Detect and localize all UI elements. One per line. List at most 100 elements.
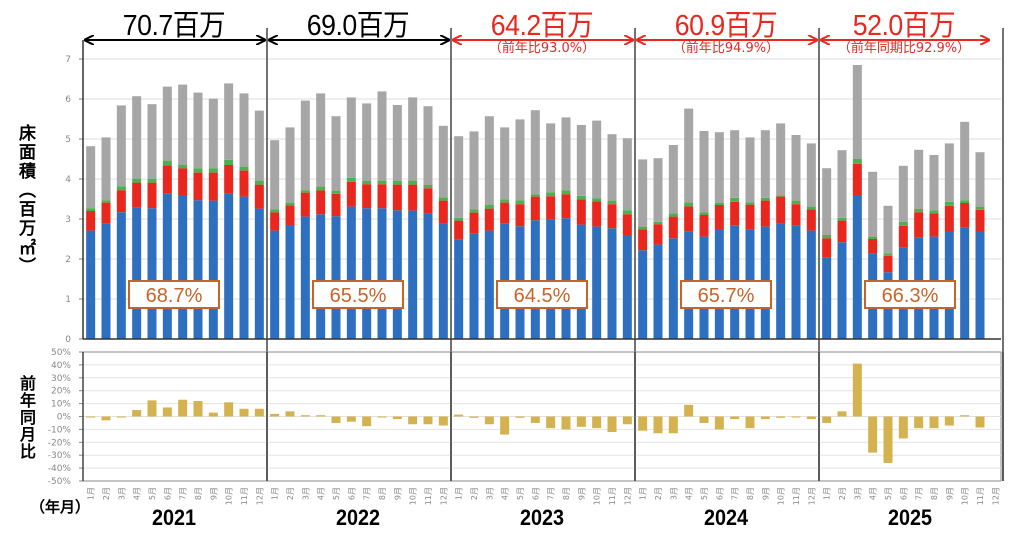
stacked-bar [868,171,878,339]
bar-segment-green [193,168,203,173]
bar-segment-blue [178,195,188,339]
yoy-bar [714,416,724,430]
stacked-bar [638,159,648,339]
bar-segment-red [837,220,847,243]
bar-segment-red [147,182,157,209]
y-tick-label: 50% [51,348,71,358]
x-axis-unit-label: （年月） [30,498,91,516]
bar-segment-green [454,217,464,221]
bar-segment-green [254,180,264,185]
bar-segment-gray [331,116,341,191]
month-tick-label: 8月 [378,487,387,500]
bar-segment-red [622,214,632,235]
bar-segment-red [760,200,770,227]
stacked-bar [622,138,632,339]
yoy-note-2023: （前年比93.0%） [488,41,596,56]
month-tick-label: 2月 [102,487,111,500]
month-tick-label: 5月 [700,487,709,500]
month-tick-label: 2月 [838,487,847,500]
stacked-bar [285,127,295,339]
stacked-bar [960,121,970,339]
bar-segment-red [193,172,203,201]
bar-segment-red [132,182,142,208]
bar-segment-blue [362,208,372,339]
bar-segment-gray [469,131,479,210]
bar-segment-blue [791,225,801,339]
bar-segment-green [469,209,479,213]
month-tick-label: 4月 [133,487,142,500]
month-tick-label: 3月 [669,487,678,500]
bar-segment-blue [822,257,832,339]
yoy-bar [362,416,372,427]
yoy-bar [883,416,893,463]
bar-segment-gray [132,96,142,179]
bar-segment-blue [254,208,264,339]
yoy-note-2025: （前年同期比92.9%） [837,41,971,56]
bar-segment-green [377,180,387,185]
month-tick-label: 7月 [363,487,372,500]
stacked-bar [438,125,448,339]
bar-segment-blue [975,231,985,339]
bar-segment-gray [362,103,372,181]
month-tick-label: 11月 [240,487,249,505]
bar-segment-blue [316,214,326,339]
month-tick-label: 3月 [301,487,310,500]
bar-segment-gray [806,143,816,207]
bar-segment-green [331,191,341,194]
stacked-bar [101,137,111,339]
year-total-2021: 70.7百万 [122,10,226,42]
bar-segment-gray [178,84,188,165]
bar-segment-green [791,200,801,205]
bar-segment-gray [208,98,218,169]
stacked-bar [837,150,847,339]
stacked-bar [423,106,433,339]
yoy-bar [208,412,218,417]
bar-segment-green [484,205,494,209]
bar-segment-blue [423,213,433,339]
bar-segment-red [500,202,510,224]
bar-segment-red [300,192,310,217]
y-tick-label: 5 [65,135,71,145]
bar-segment-blue [86,230,96,339]
bar-segment-blue [806,230,816,339]
bar-segment-blue [638,250,648,339]
yoy-bar [546,416,556,429]
bar-segment-gray [730,130,740,198]
bar-segment-red [285,205,295,225]
bar-segment-blue [484,230,494,339]
bar-segment-gray [653,158,663,222]
ratio-box-2021: 68.7% [128,280,220,309]
stacked-bar [147,104,157,339]
yoy-bar [822,416,832,423]
bar-segment-green [852,159,862,164]
stacked-bar [929,155,939,339]
year-label-2024: 2024 [703,505,749,530]
bar-segment-green [224,159,234,165]
month-tick-label: 4月 [869,487,878,500]
bar-segment-red [162,165,172,194]
yoy-bar [898,416,908,439]
bar-segment-red [116,190,126,213]
stacked-bar [193,92,203,339]
stacked-bar [331,116,341,339]
yoy-bar [331,416,341,423]
bar-segment-gray [116,105,126,187]
bar-segment-gray [561,117,571,191]
bar-segment-red [423,188,433,214]
month-tick-label: 10月 [593,487,602,505]
bar-segment-blue [162,193,172,339]
stacked-bar [944,143,954,339]
stacked-bar [454,136,464,339]
bar-segment-blue [561,218,571,339]
ratio-box-2025: 66.3% [864,280,956,309]
bar-segment-blue [101,223,111,339]
yoy-bar [484,416,494,425]
yoy-bar [454,414,464,417]
bar-segment-green [300,190,310,193]
bar-segment-green [423,185,433,189]
bar-segment-gray [776,123,786,196]
yoy-bar [530,416,540,423]
bar-segment-red [776,196,786,224]
bar-segment-gray [484,116,494,205]
month-tick-label: 7月 [547,487,556,500]
